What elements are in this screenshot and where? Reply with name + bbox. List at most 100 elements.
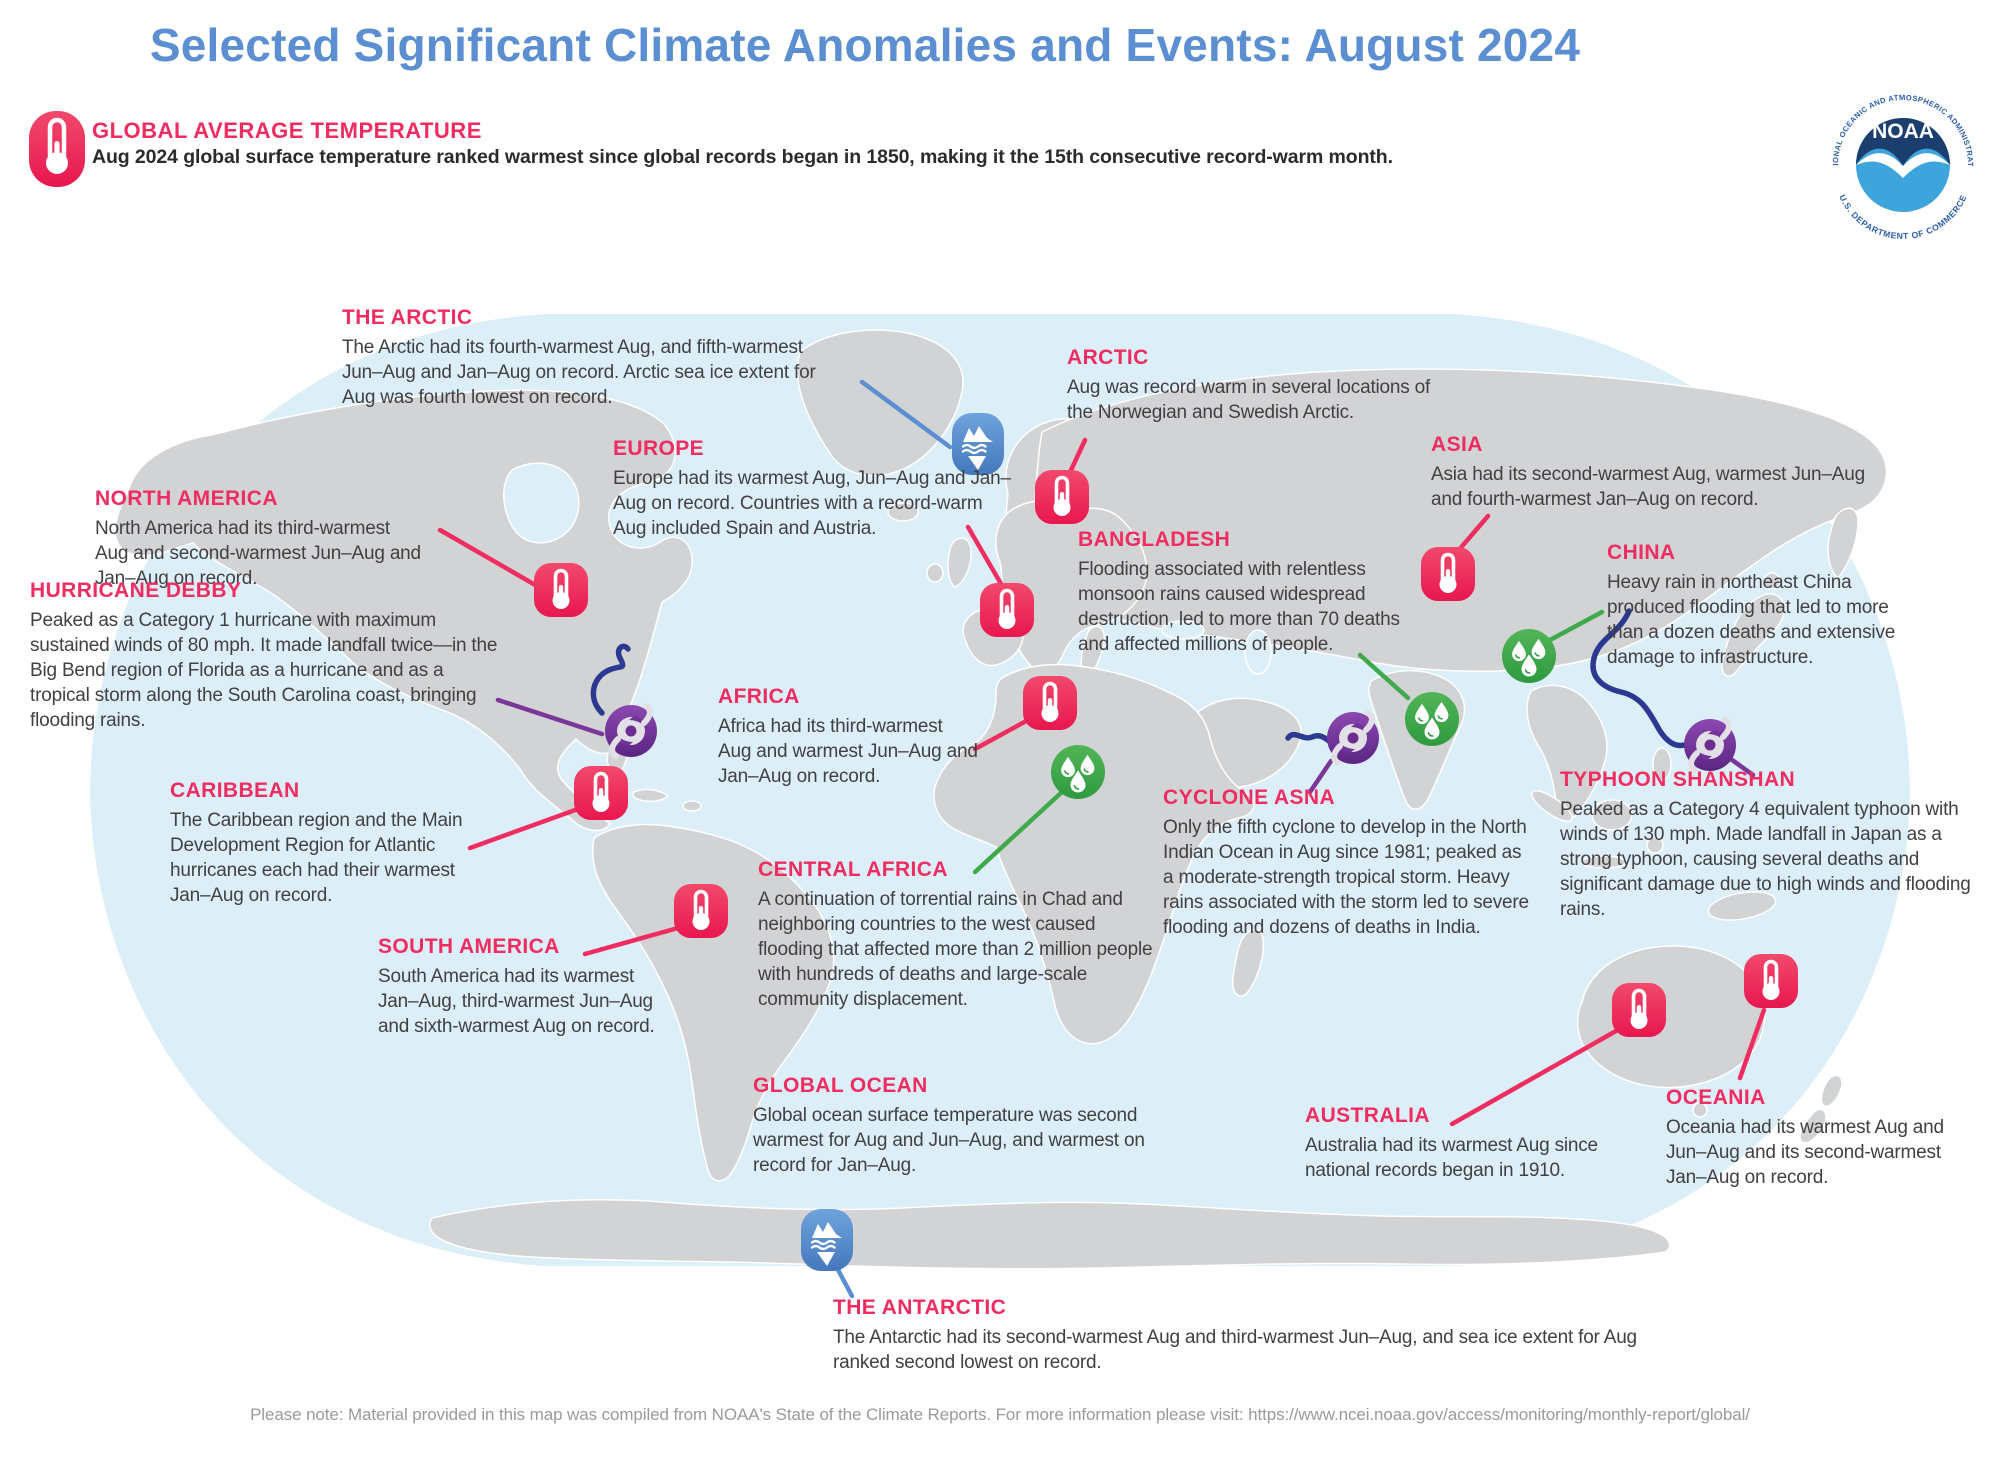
annotation-body: The Antarctic had its second-warmest Aug… xyxy=(833,1327,1637,1373)
cuba xyxy=(632,788,669,803)
storm-tracks xyxy=(590,608,1687,749)
bangladesh-heavy-rain-icon xyxy=(1405,692,1459,746)
annotation-title: CYCLONE ASNA xyxy=(1163,786,1336,809)
annotation-body: Heavy rain in northeast China produced f… xyxy=(1607,572,1896,668)
leader-hurricane-debby xyxy=(495,697,605,737)
annotation-title: CARIBBEAN xyxy=(170,779,300,802)
europe-thermometer-icon xyxy=(978,581,1036,639)
annotation-body: A continuation of torrential rains in Ch… xyxy=(758,889,1153,1010)
annotation-title: ARCTIC xyxy=(1067,346,1149,369)
central-africa-heavy-rain-icon xyxy=(1051,745,1105,799)
hispaniola xyxy=(682,800,702,812)
caspian-sea xyxy=(1244,629,1272,675)
leader-asia xyxy=(1455,513,1491,554)
leader-central-africa xyxy=(972,789,1065,875)
sulawesi xyxy=(1646,836,1664,854)
annotation-body: The Caribbean region and the Main Develo… xyxy=(170,810,463,906)
annotation-title: CENTRAL AFRICA xyxy=(758,858,948,881)
global-average-temperature-icon xyxy=(29,111,85,187)
annotation-body: Aug was record warm in several locations… xyxy=(1067,377,1431,423)
annotation-typhoon-shanshan: TYPHOON SHANSHAN Peaked as a Category 4 … xyxy=(1560,768,1975,922)
continent-antarctica xyxy=(429,1198,1671,1270)
cyclone-asna-track xyxy=(1285,731,1332,744)
cyclone-asna-icon xyxy=(1327,712,1379,764)
north-america-thermometer-icon xyxy=(532,561,590,619)
arctic-thermometer-icon xyxy=(1033,468,1091,526)
footer-note: Please note: Material provided in this m… xyxy=(250,1405,1750,1424)
borneo xyxy=(1591,799,1633,831)
typhoon-shanshan-track xyxy=(1590,608,1687,749)
australia-thermometer-icon xyxy=(1610,981,1668,1039)
annotation-title: AFRICA xyxy=(718,685,800,708)
philippines xyxy=(1652,747,1672,781)
leader-europe xyxy=(965,524,1007,592)
oceania-thermometer-icon xyxy=(1742,952,1800,1010)
annotation-europe: EUROPE Europe had its warmest Aug, Jun–A… xyxy=(613,437,1013,541)
annotation-north-america: NORTH AMERICA North America had its thir… xyxy=(95,487,425,591)
china-heavy-rain-icon xyxy=(1502,629,1556,683)
leader-cyclone-asna xyxy=(1307,758,1334,795)
leader-south-america xyxy=(582,925,681,957)
java xyxy=(1581,855,1627,869)
continent-australia xyxy=(1576,945,1766,1089)
continent-africa xyxy=(933,663,1255,1045)
annotation-title: NORTH AMERICA xyxy=(95,487,278,510)
sumatra xyxy=(1531,790,1573,822)
annotation-title: OCEANIA xyxy=(1666,1086,1766,1109)
leader-china xyxy=(1547,609,1605,643)
leader-oceania xyxy=(1737,1007,1767,1081)
tasmania xyxy=(1692,1102,1708,1118)
page-title: Selected Significant Climate Anomalies a… xyxy=(149,19,1581,71)
annotation-africa: AFRICA Africa had its third-warmest Aug … xyxy=(718,685,978,789)
leader-the-arctic xyxy=(859,379,953,450)
noaa-logo: NOAA NATIONAL OCEANIC AND ATMOSPHERIC AD… xyxy=(1818,80,1975,241)
annotation-title: THE ANTARCTIC xyxy=(833,1296,1007,1319)
annotation-global-ocean: GLOBAL OCEAN Global ocean surface temper… xyxy=(753,1074,1183,1178)
leader-north-america xyxy=(437,527,540,589)
annotation-australia: AUSTRALIA Australia had its warmest Aug … xyxy=(1305,1104,1625,1183)
annotation-body: Europe had its warmest Aug, Jun–Aug and … xyxy=(613,468,1011,539)
caribbean-thermometer-icon xyxy=(572,764,630,822)
kamchatka xyxy=(1827,507,1859,579)
japan xyxy=(1721,593,1786,677)
annotation-body: Flooding associated with relentless mons… xyxy=(1078,559,1400,655)
annotation-body: Australia had its warmest Aug since nati… xyxy=(1305,1135,1598,1181)
annotation-cyclone-asna: CYCLONE ASNA Only the fifth cyclone to d… xyxy=(1163,786,1533,940)
new-zealand-south xyxy=(1799,1108,1827,1144)
south-america-thermometer-icon xyxy=(672,882,730,940)
indochina xyxy=(1526,684,1608,821)
annotation-body: Peaked as a Category 1 hurricane with ma… xyxy=(30,610,498,731)
hurricane-debby-track xyxy=(590,643,631,716)
ireland xyxy=(926,563,944,583)
black-sea xyxy=(1161,620,1205,640)
annotation-the-antarctic: THE ANTARCTIC The Antarctic had its seco… xyxy=(833,1296,1693,1375)
leader-caribbean xyxy=(467,806,581,851)
noaa-acronym: NOAA xyxy=(1872,120,1934,143)
annotation-body: Peaked as a Category 4 equivalent typhoo… xyxy=(1560,799,1971,920)
antarctic-sea-ice-icon xyxy=(799,1207,855,1273)
united-kingdom xyxy=(947,537,972,588)
global-average-temperature-description: Aug 2024 global surface temperature rank… xyxy=(92,146,1393,168)
leader-australia xyxy=(1449,1028,1619,1127)
typhoon-shanshan-icon xyxy=(1684,719,1736,771)
annotation-body: Africa had its third-warmest Aug and war… xyxy=(718,716,978,787)
annotation-title: ASIA xyxy=(1431,433,1483,456)
annotation-title: CHINA xyxy=(1607,541,1676,564)
annotation-title: HURRICANE DEBBY xyxy=(30,579,242,602)
annotation-oceania: OCEANIA Oceania had its warmest Aug and … xyxy=(1666,1086,1956,1190)
annotation-arctic: ARCTIC Aug was record warm in several lo… xyxy=(1067,346,1437,425)
annotation-china: CHINA Heavy rain in northeast China prod… xyxy=(1607,541,1917,670)
continents xyxy=(114,329,1888,1270)
global-average-temperature-title: GLOBAL AVERAGE TEMPERATURE xyxy=(92,118,482,143)
leader-typhoon-shanshan xyxy=(1725,754,1756,778)
annotation-hurricane-debby: HURRICANE DEBBY Peaked as a Category 1 h… xyxy=(30,579,500,733)
annotation-the-arctic: THE ARCTIC The Arctic had its fourth-war… xyxy=(342,306,842,410)
annotation-asia: ASIA Asia had its second-warmest Aug, wa… xyxy=(1431,433,1901,512)
annotation-body: Oceania had its warmest Aug and Jun–Aug … xyxy=(1666,1117,1944,1188)
annotation-title: TYPHOON SHANSHAN xyxy=(1560,768,1796,791)
new-zealand-north xyxy=(1820,1074,1843,1107)
annotation-title: BANGLADESH xyxy=(1078,528,1231,551)
leader-the-antarctic xyxy=(833,1263,855,1299)
